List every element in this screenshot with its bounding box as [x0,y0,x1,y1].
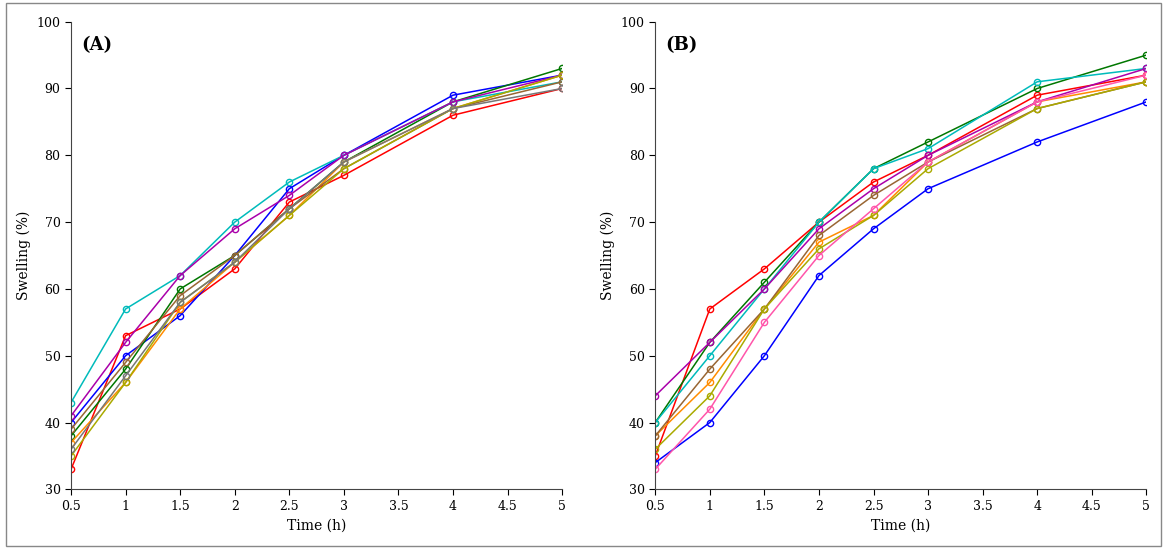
Text: (B): (B) [665,36,698,54]
X-axis label: Time (h): Time (h) [871,518,930,533]
X-axis label: Time (h): Time (h) [287,518,347,533]
Text: (A): (A) [81,36,112,54]
Y-axis label: Swelling (%): Swelling (%) [601,211,615,300]
Y-axis label: Swelling (%): Swelling (%) [16,211,32,300]
